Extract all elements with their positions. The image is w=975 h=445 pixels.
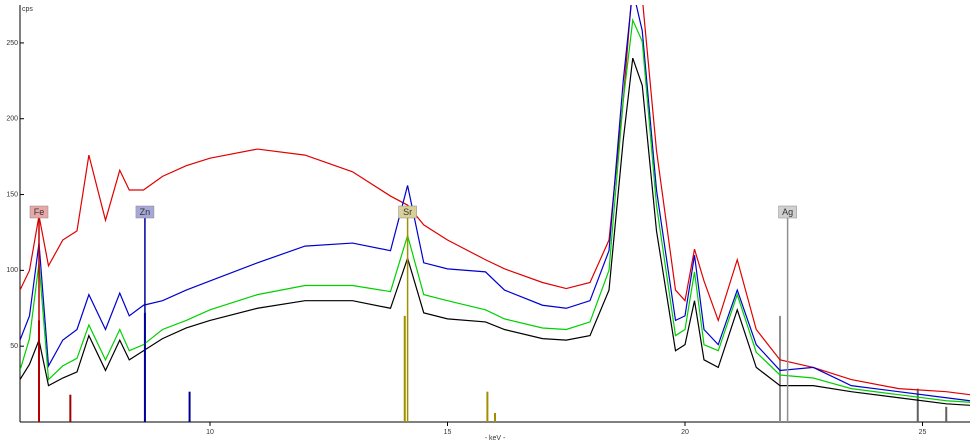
element-label: Ag: [782, 207, 793, 217]
element-label: Fe: [34, 207, 45, 217]
element-label-box: [135, 205, 155, 219]
spectrum-line: [20, 5, 970, 396]
y-tick-label: 250: [6, 40, 18, 47]
element-label: Sr: [403, 207, 412, 217]
spectrum-line: [20, 57, 970, 406]
x-tick-label: 25: [919, 429, 927, 436]
y-tick-label: 100: [6, 267, 18, 274]
spectrum-line: [20, 5, 970, 402]
x-tick-label: 10: [206, 429, 214, 436]
y-tick-label: 150: [6, 191, 18, 198]
y-tick-label: 50: [10, 343, 18, 350]
element-label-box: [29, 205, 49, 219]
x-tick-label: 20: [681, 429, 689, 436]
element-label-box: [398, 205, 417, 219]
x-axis-label: - keV -: [485, 435, 506, 442]
x-tick-label: 15: [444, 429, 452, 436]
plot-area: [20, 5, 970, 422]
y-tick-label: 200: [6, 116, 18, 123]
y-axis-label: cps: [22, 6, 33, 13]
spectrum-line: [20, 17, 970, 403]
element-label: Zn: [140, 207, 151, 217]
element-label-box: [778, 205, 797, 219]
